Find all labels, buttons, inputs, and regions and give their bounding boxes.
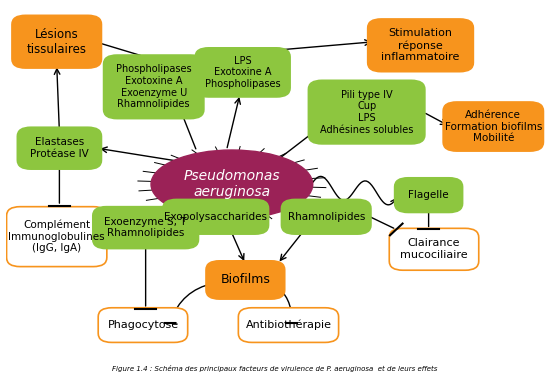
- Text: Lésions
tissulaires: Lésions tissulaires: [27, 28, 87, 56]
- FancyBboxPatch shape: [93, 207, 199, 249]
- FancyBboxPatch shape: [238, 308, 339, 342]
- FancyBboxPatch shape: [7, 207, 107, 267]
- Text: Exoenzyme S, T
Rhamnolipides: Exoenzyme S, T Rhamnolipides: [104, 217, 187, 238]
- Text: Figure 1.4 : Schéma des principaux facteurs de virulence de P. aeruginosa  et de: Figure 1.4 : Schéma des principaux facte…: [112, 365, 438, 372]
- Text: Flagelle: Flagelle: [408, 190, 449, 200]
- Text: Phospholipases
Exotoxine A
Exoenzyme U
Rhamnolipides: Phospholipases Exotoxine A Exoenzyme U R…: [116, 65, 191, 109]
- Text: Exopolysaccharides: Exopolysaccharides: [164, 212, 267, 222]
- Ellipse shape: [151, 150, 313, 218]
- Text: LPS
Exotoxine A
Phospholipases: LPS Exotoxine A Phospholipases: [205, 56, 280, 89]
- FancyBboxPatch shape: [389, 228, 478, 270]
- Text: Phagocytose: Phagocytose: [107, 320, 179, 330]
- FancyBboxPatch shape: [103, 55, 204, 119]
- FancyBboxPatch shape: [443, 102, 543, 151]
- Text: Complément
Immunoglobulines
(IgG, IgA): Complément Immunoglobulines (IgG, IgA): [8, 220, 105, 253]
- FancyBboxPatch shape: [12, 15, 101, 68]
- Text: Pseudomonas
aeruginosa: Pseudomonas aeruginosa: [184, 169, 280, 200]
- Text: Adhérence
Formation biofilms
Mobilité: Adhérence Formation biofilms Mobilité: [444, 110, 542, 143]
- FancyBboxPatch shape: [282, 200, 371, 234]
- Text: Antibiothérapie: Antibiothérapie: [245, 320, 332, 330]
- Text: Stimulation
réponse
inflammatoire: Stimulation réponse inflammatoire: [381, 28, 460, 62]
- Text: Biofilms: Biofilms: [221, 274, 270, 287]
- FancyBboxPatch shape: [18, 127, 101, 169]
- FancyBboxPatch shape: [163, 200, 268, 234]
- FancyBboxPatch shape: [206, 261, 285, 299]
- Text: Elastases
Protéase IV: Elastases Protéase IV: [30, 138, 89, 159]
- Text: Clairance
mucociliaire: Clairance mucociliaire: [400, 239, 468, 260]
- FancyBboxPatch shape: [195, 48, 290, 97]
- FancyBboxPatch shape: [395, 178, 463, 212]
- Text: Rhamnolipides: Rhamnolipides: [288, 212, 365, 222]
- FancyBboxPatch shape: [98, 308, 188, 342]
- FancyBboxPatch shape: [368, 19, 474, 72]
- FancyBboxPatch shape: [309, 80, 425, 144]
- Text: Pili type IV
Cup
LPS
Adhésines solubles: Pili type IV Cup LPS Adhésines solubles: [320, 90, 413, 135]
